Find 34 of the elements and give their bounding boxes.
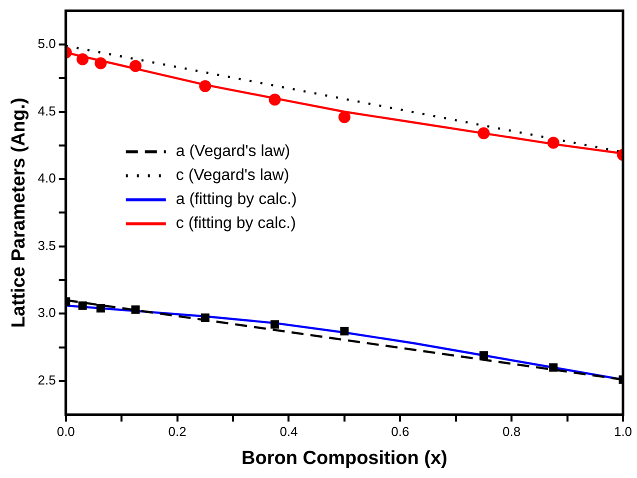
- point: [340, 326, 349, 336]
- x-tick-label: 0.0: [56, 424, 75, 439]
- y-axis-title: Lattice Parameters (Ang.): [8, 98, 30, 328]
- x-tick-label: 0.2: [168, 424, 186, 439]
- x-tick-label: 0.8: [502, 424, 521, 439]
- y-tick-label: 4.5: [38, 103, 56, 118]
- point: [78, 301, 87, 310]
- point: [200, 313, 210, 322]
- point: [479, 351, 488, 360]
- y-tick-label: 3.5: [38, 238, 56, 253]
- point: [549, 363, 558, 372]
- point: [478, 127, 490, 140]
- point: [96, 304, 105, 313]
- point: [199, 80, 212, 92]
- y-tick-label: 2.5: [38, 372, 56, 388]
- legend-label: a (Vegard's law): [176, 143, 290, 160]
- x-tick-label: 1.0: [614, 424, 632, 439]
- x-tick-label: 0.4: [280, 424, 298, 439]
- y-tick-label: 4.0: [38, 170, 56, 186]
- legend-label: c (fitting by calc.): [176, 215, 296, 232]
- point: [76, 53, 89, 66]
- point: [268, 94, 281, 106]
- point: [131, 305, 140, 314]
- point: [547, 136, 560, 149]
- x-tick-label: 0.6: [391, 424, 410, 439]
- legend-label: c (Vegard's law): [176, 167, 290, 184]
- legend-label: a (fitting by calc.): [176, 191, 297, 208]
- point: [130, 60, 142, 72]
- y-tick-label: 5.0: [38, 36, 56, 52]
- point: [270, 320, 280, 329]
- point: [94, 57, 107, 70]
- x-axis-title: Boron Composition (x): [242, 448, 448, 469]
- point: [338, 111, 350, 124]
- y-tick-label: 3.0: [38, 305, 56, 320]
